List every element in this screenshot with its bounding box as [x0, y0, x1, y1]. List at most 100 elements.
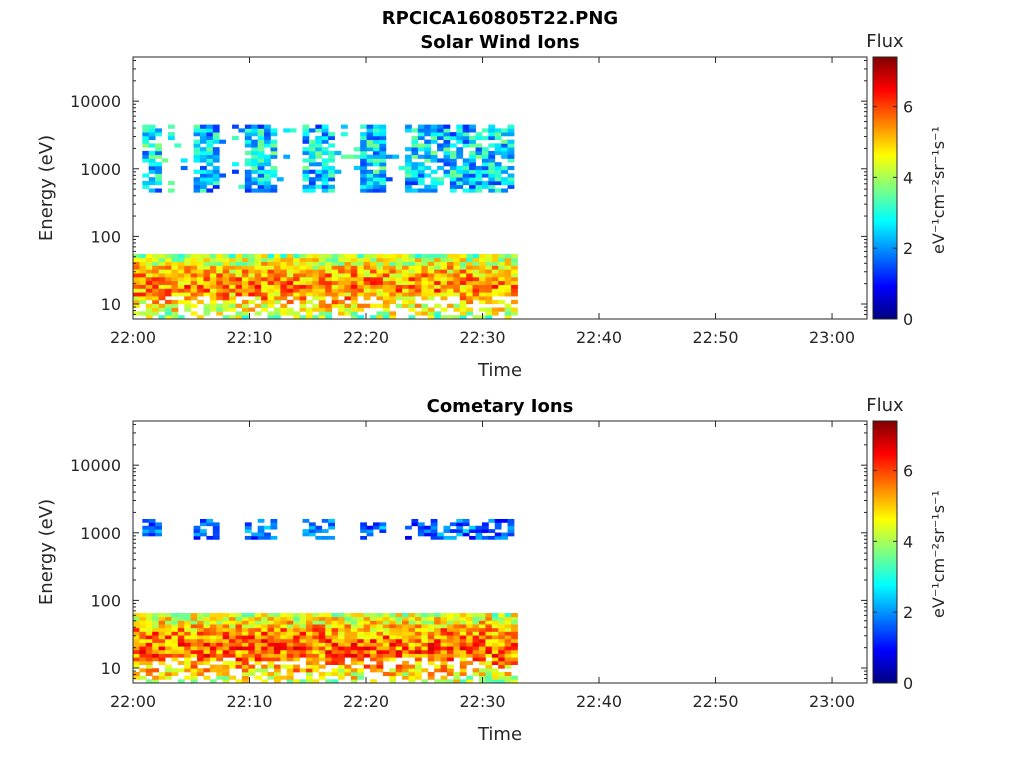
spectrogram-cell [395, 284, 403, 289]
spectrogram-cell [491, 269, 499, 274]
spectrogram-cell [139, 642, 147, 647]
spectrogram-cell [414, 646, 422, 651]
spectrogram-cell [216, 664, 224, 669]
spectrogram-cell [299, 288, 307, 293]
spectrogram-cell [421, 668, 429, 673]
spectrogram-cell [507, 173, 515, 178]
spectrogram-cell [293, 624, 301, 629]
spectrogram-cell [376, 653, 384, 658]
spectrogram-cell [443, 169, 451, 174]
spectrogram-cell [395, 253, 403, 259]
spectrogram-cell [165, 257, 172, 262]
spectrogram-cell [193, 535, 201, 540]
spectrogram-cell [286, 292, 294, 297]
spectrogram-cell [376, 315, 384, 320]
spectrogram-cell [152, 261, 160, 266]
x-tick-label: 23:00 [809, 328, 855, 347]
spectrogram-cell [257, 173, 265, 178]
spectrogram-cell [507, 522, 515, 527]
spectrogram-cell [244, 529, 252, 533]
spectrogram-cell [199, 529, 207, 533]
spectrogram-cell [382, 646, 390, 651]
spectrogram-cell [222, 660, 230, 665]
spectrogram-cell [373, 139, 380, 144]
spectrogram-cell [338, 646, 345, 651]
spectrogram-cell [395, 296, 403, 301]
spectrogram-cell [241, 265, 249, 270]
spectrogram-cell [254, 646, 262, 651]
spectrogram-cell [360, 124, 367, 129]
spectrogram-cell [270, 535, 278, 540]
spectrogram-cell [306, 311, 313, 316]
spectrogram-cell [199, 124, 207, 129]
spectrogram-cell [171, 276, 179, 282]
spectrogram-cell [331, 638, 339, 643]
spectrogram-cell [286, 280, 294, 285]
spectrogram-cell [261, 631, 268, 636]
spectrogram-cell [155, 154, 162, 159]
spectrogram-cell [193, 158, 201, 163]
spectrogram-cell [453, 627, 461, 632]
spectrogram-cell [267, 664, 275, 669]
spectrogram-cell [382, 292, 390, 297]
spectrogram-cell [366, 529, 374, 533]
spectrogram-cell [193, 188, 201, 193]
spectrogram-cell [466, 280, 474, 285]
spectrogram-cell [434, 288, 441, 293]
spectrogram-cell [360, 147, 367, 152]
spectrogram-cell [373, 124, 380, 129]
spectrogram-cell [216, 292, 224, 297]
spectrogram-cell [376, 303, 384, 308]
spectrogram-cell [158, 616, 166, 621]
spectrogram-cell [511, 280, 518, 285]
spectrogram-cell [485, 631, 493, 636]
spectrogram-cell [152, 269, 160, 274]
spectrogram-cell [459, 613, 467, 618]
spectrogram-cell [498, 653, 506, 658]
y-tick-label: 100 [90, 227, 121, 246]
spectrogram-cell [261, 296, 268, 301]
spectrogram-cell [306, 653, 313, 658]
spectrogram-cell [338, 299, 345, 305]
spectrogram-cell [148, 518, 156, 523]
spectrogram-cell [360, 150, 367, 156]
spectrogram-cell [312, 296, 320, 301]
spectrogram-cell [155, 147, 162, 152]
spectrogram-cell [466, 288, 474, 293]
spectrogram-cell [139, 620, 147, 625]
spectrogram-cell [350, 657, 358, 662]
spectrogram-cell [376, 624, 384, 629]
spectrogram-cell [325, 653, 333, 658]
spectrogram-cell [453, 303, 461, 308]
spectrogram-cell [479, 653, 486, 658]
spectrogram-cell [318, 276, 326, 282]
spectrogram-cell [430, 150, 438, 156]
spectrogram-cell [248, 253, 256, 259]
spectrogram-cell [421, 273, 429, 278]
spectrogram-cell [430, 529, 438, 533]
spectrogram-cell [350, 265, 358, 270]
spectrogram-cell [456, 165, 464, 171]
spectrogram-cell [280, 284, 288, 289]
spectrogram-cell [421, 638, 429, 643]
spectrogram-cell [414, 284, 422, 289]
spectrogram-cell [357, 257, 365, 262]
spectrogram-cell [293, 315, 301, 320]
spectrogram-cell [376, 613, 384, 618]
spectrogram-cell [379, 147, 387, 152]
spectrogram-cell [449, 169, 457, 174]
spectrogram-cell [456, 154, 464, 159]
spectrogram-cell [417, 525, 425, 530]
spectrogram-cell [142, 525, 150, 530]
spectrogram-cell [148, 165, 156, 171]
spectrogram-cell [270, 132, 278, 137]
spectrogram-cell [152, 657, 160, 662]
spectrogram-cell [264, 128, 271, 133]
spectrogram-cell [469, 150, 476, 156]
spectrogram-cell [430, 532, 438, 537]
spectrogram-cell [273, 315, 281, 320]
spectrogram-cell [145, 307, 153, 312]
spectrogram-cell [273, 616, 281, 621]
spectrogram-cell [424, 184, 432, 189]
spectrogram-cell [479, 627, 486, 632]
